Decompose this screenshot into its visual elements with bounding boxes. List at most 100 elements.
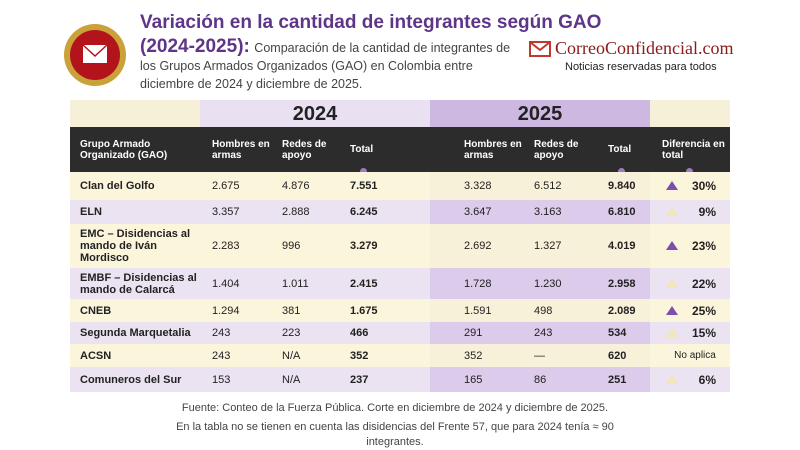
trend-icon — [666, 374, 678, 384]
difference: 23% — [691, 239, 716, 253]
header-dot — [686, 168, 693, 175]
difference: 25% — [691, 303, 716, 318]
value: 2.283 — [212, 240, 240, 252]
value: 251 — [608, 373, 627, 386]
value: 243 — [212, 349, 231, 362]
difference: 6% — [698, 372, 716, 387]
value: 4.019 — [608, 240, 636, 252]
value: 291 — [464, 327, 483, 339]
subtitle: Comparación de la cantidad de integrante… — [140, 41, 511, 91]
value: 223 — [282, 327, 301, 339]
trend-icon — [666, 305, 678, 315]
column-header: Total — [608, 144, 632, 155]
row-bg — [70, 299, 430, 322]
column-header: Redes de apoyo — [534, 138, 579, 161]
group-name: ELN — [80, 206, 102, 218]
value: N/A — [282, 349, 301, 362]
row-bg — [650, 344, 730, 367]
group-name: EMBF – Disidencias al mando de Calarcá — [80, 271, 197, 296]
tagline: Noticias reservadas para todos — [565, 61, 717, 73]
value: 4.876 — [282, 180, 310, 192]
row-bg — [70, 172, 430, 200]
title-block: (2024-2025): Comparación de la cantidad … — [140, 36, 525, 93]
group-name: Clan del Golfo — [80, 180, 155, 192]
value: — — [534, 349, 545, 362]
trend-icon — [666, 278, 678, 288]
difference: 9% — [698, 205, 716, 219]
difference: No aplica — [674, 349, 716, 361]
source: Fuente: Conteo de la Fuerza Pública. Cor… — [181, 402, 609, 414]
value: 6.810 — [608, 206, 636, 218]
trend-icon — [666, 181, 678, 190]
value: 7.551 — [350, 180, 378, 192]
value: 6.245 — [350, 206, 378, 218]
value: 3.279 — [350, 240, 378, 252]
row-bg — [70, 367, 430, 392]
row-bg — [70, 322, 430, 344]
difference: 15% — [691, 326, 716, 340]
trend-icon — [666, 207, 678, 216]
value: 352 — [464, 349, 483, 362]
value: 352 — [350, 349, 369, 362]
brand-icon-flap — [529, 41, 551, 52]
value: 3.328 — [464, 180, 492, 192]
value: 2.692 — [464, 240, 492, 252]
value: 381 — [282, 304, 301, 317]
header-row — [70, 127, 730, 172]
note: En la tabla no se tienen en cuenta las d… — [176, 421, 614, 448]
row-bg — [430, 224, 650, 268]
header-dot — [360, 168, 367, 175]
row-bg — [70, 200, 430, 224]
value: 2.675 — [212, 180, 240, 192]
row-bg — [430, 322, 650, 344]
year-2024: 2024 — [200, 100, 430, 127]
row-bg — [70, 268, 430, 299]
value: N/A — [282, 373, 301, 386]
value: 165 — [464, 373, 483, 386]
value: 1.011 — [282, 277, 309, 290]
value: 3.163 — [534, 206, 562, 218]
row-bg — [650, 299, 730, 322]
value: 1.591 — [464, 304, 492, 317]
row-bg — [650, 172, 730, 200]
value: 498 — [534, 304, 553, 317]
group-name: Comuneros del Sur — [80, 373, 182, 386]
value: 1.728 — [464, 277, 492, 290]
brand: CorreoConfidencial.com — [555, 38, 734, 58]
value: 1.675 — [350, 304, 378, 317]
value: 2.888 — [282, 206, 310, 218]
year-2025: 2025 — [430, 100, 650, 127]
logo-flap — [82, 44, 108, 58]
title-years: (2024-2025): — [140, 36, 250, 57]
row-bg — [650, 200, 730, 224]
group-name: EMC – Disidencias al mando de Iván Mordi… — [80, 228, 191, 264]
group-name: Segunda Marquetalia — [80, 327, 191, 339]
value: 2.415 — [350, 277, 378, 290]
value: 996 — [282, 240, 301, 252]
value: 9.840 — [608, 180, 636, 192]
row-bg — [70, 344, 430, 367]
row-bg — [430, 299, 650, 322]
row-bg — [430, 367, 650, 392]
difference: 22% — [691, 276, 716, 291]
decor — [64, 24, 551, 86]
value: 86 — [534, 373, 547, 386]
row-bg — [70, 224, 430, 268]
value: 1.404 — [212, 277, 240, 290]
column-header: Redes de apoyo — [282, 138, 327, 161]
value: 534 — [608, 327, 627, 339]
value: 237 — [350, 373, 369, 386]
group-name: CNEB — [80, 304, 112, 317]
row-bg — [650, 322, 730, 344]
column-header: Total — [350, 144, 374, 155]
column-header: Grupo Armado Organizado (GAO) — [80, 138, 168, 161]
trend-icon — [666, 328, 678, 337]
value: 3.647 — [464, 206, 492, 218]
value: 466 — [350, 327, 369, 339]
value: 243 — [212, 327, 231, 339]
value: 2.958 — [608, 277, 636, 290]
row-bg — [430, 344, 650, 367]
row-bg — [650, 367, 730, 392]
value: 6.512 — [534, 180, 562, 192]
